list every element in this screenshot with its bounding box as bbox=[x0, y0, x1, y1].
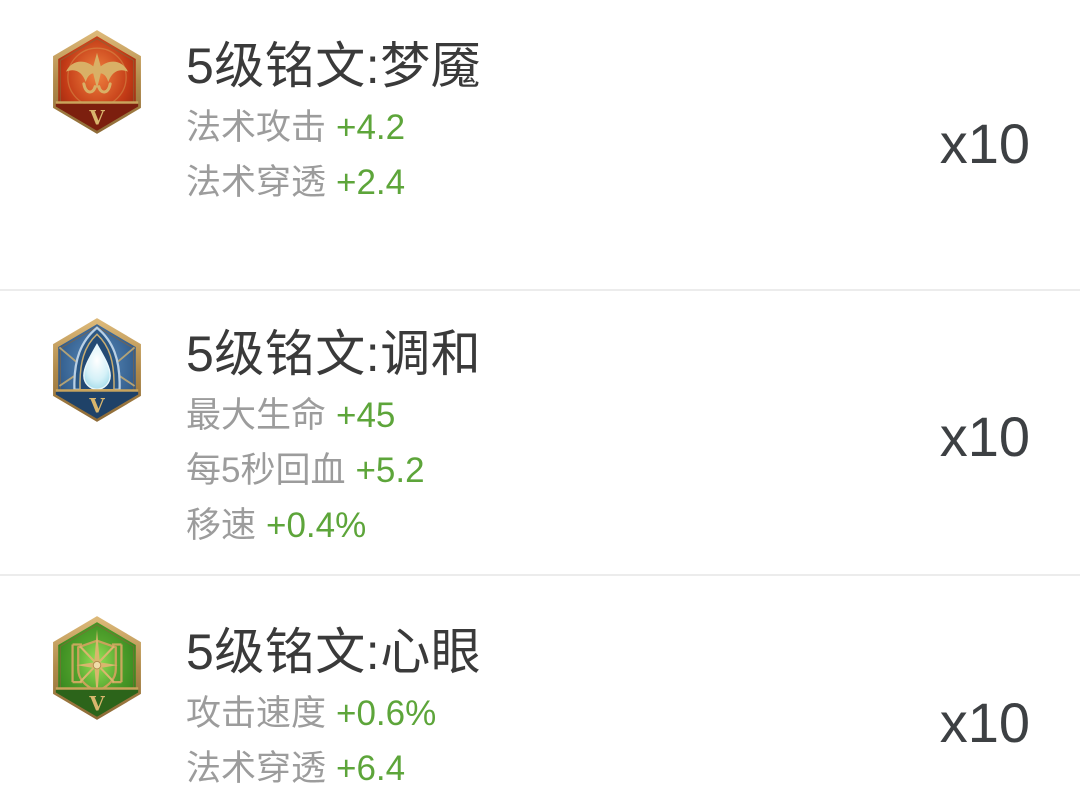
list-item[interactable]: V 5级铭文:梦魇 法术攻击 +4.2 法术穿透 +2.4 x10 bbox=[0, 0, 1080, 289]
stat-value: +5.2 bbox=[355, 451, 425, 490]
rune-stats: 最大生命 +45 每5秒回血 +5.2 移速 +0.4% bbox=[186, 388, 481, 553]
stat-value: +0.4% bbox=[266, 506, 367, 545]
rune-title: 5级铭文:调和 bbox=[186, 326, 482, 382]
stat-label: 法术攻击 bbox=[186, 108, 327, 147]
item-count: x10 bbox=[939, 112, 1030, 175]
stat-line: 法术穿透 +6.4 bbox=[186, 741, 481, 796]
stat-line: 法术穿透 +2.4 bbox=[186, 155, 481, 210]
stat-label: 法术穿透 bbox=[186, 163, 327, 202]
rune-title: 5级铭文:梦魇 bbox=[186, 38, 482, 94]
tier-v-glyph: V bbox=[88, 691, 105, 715]
rune-stats: 攻击速度 +0.6% 法术穿透 +6.4 bbox=[186, 686, 481, 796]
rune-stats: 法术攻击 +4.2 法术穿透 +2.4 bbox=[186, 100, 481, 210]
stat-label: 攻击速度 bbox=[186, 694, 327, 733]
stat-label: 法术穿透 bbox=[186, 749, 327, 788]
tier-v-glyph: V bbox=[88, 105, 105, 129]
stat-line: 最大生命 +45 bbox=[186, 388, 481, 443]
stat-value: +2.4 bbox=[336, 163, 406, 202]
stat-line: 每5秒回血 +5.2 bbox=[186, 443, 481, 498]
stat-line: 移速 +0.4% bbox=[186, 498, 481, 553]
rune-harmony-icon: V bbox=[50, 318, 144, 422]
stat-value: +6.4 bbox=[336, 749, 406, 788]
stat-value: +0.6% bbox=[336, 694, 437, 733]
stat-value: +45 bbox=[336, 396, 396, 435]
tier-v-glyph: V bbox=[88, 393, 105, 417]
list-item[interactable]: V 5级铭文:调和 最大生命 +45 每5秒回血 +5.2 移速 +0.4% x10 bbox=[0, 289, 1080, 574]
stat-label: 每5秒回血 bbox=[186, 451, 346, 490]
rune-mind-eye-icon: V bbox=[50, 616, 144, 720]
rune-nightmare-icon: V bbox=[50, 30, 144, 134]
rune-title: 5级铭文:心眼 bbox=[186, 624, 482, 680]
stat-label: 移速 bbox=[186, 506, 257, 545]
stat-line: 法术攻击 +4.2 bbox=[186, 100, 481, 155]
stat-line: 攻击速度 +0.6% bbox=[186, 686, 481, 741]
list-item[interactable]: V 5级铭文:心眼 攻击速度 +0.6% 法术穿透 +6.4 x10 bbox=[0, 574, 1080, 802]
item-count: x10 bbox=[939, 405, 1030, 468]
item-count: x10 bbox=[939, 691, 1030, 754]
stat-label: 最大生命 bbox=[186, 396, 327, 435]
stat-value: +4.2 bbox=[336, 108, 406, 147]
